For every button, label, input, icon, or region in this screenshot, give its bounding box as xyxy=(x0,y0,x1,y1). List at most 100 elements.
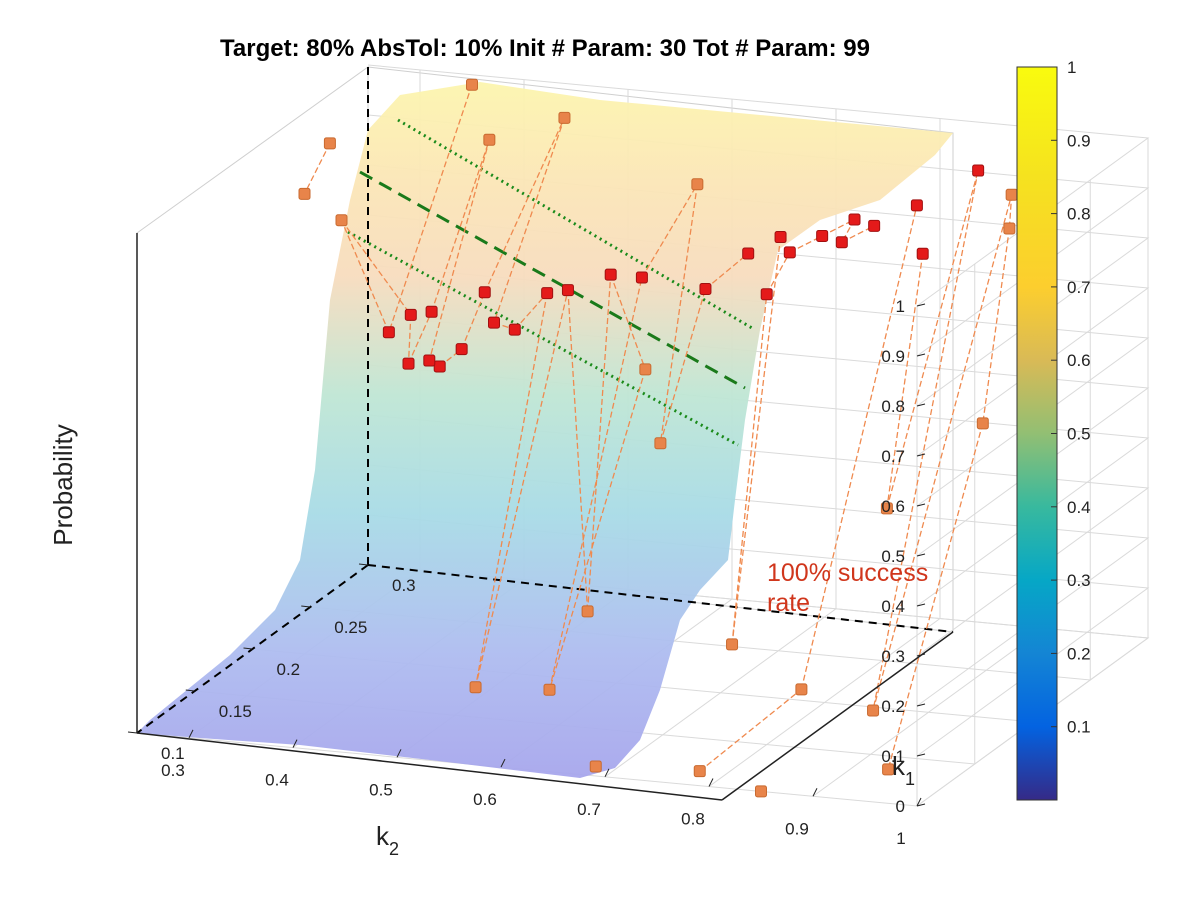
z-tick-label: 0.4 xyxy=(881,597,905,616)
k2-tick-label: 0.8 xyxy=(681,810,705,829)
trajectory-segment xyxy=(340,220,390,333)
red-marker xyxy=(760,288,773,301)
k2-tick-mark xyxy=(708,778,714,787)
colorbar-tick-label: 0.3 xyxy=(1067,571,1091,590)
orange-marker xyxy=(323,137,336,150)
trajectory-segment xyxy=(474,293,548,688)
orange-marker xyxy=(691,178,704,191)
colorbar-tick-label: 0.1 xyxy=(1067,718,1091,737)
k2-axis-line xyxy=(136,732,723,801)
k2-tick-label: 0.5 xyxy=(369,780,393,799)
z-tick-mark xyxy=(916,653,926,657)
k2-tick-mark xyxy=(188,729,194,739)
front-axes xyxy=(136,233,954,801)
tolerance-line-upper xyxy=(397,118,753,330)
k1-tick-mark xyxy=(243,647,253,650)
k2-axis-label-sub: 2 xyxy=(389,839,399,859)
red-marker xyxy=(635,271,648,284)
orange-marker xyxy=(693,765,706,778)
k1-axis-label-main: k xyxy=(892,751,906,781)
trajectory-segment xyxy=(430,139,490,313)
trajectory-segment xyxy=(514,292,548,331)
z-tick-label: 0 xyxy=(896,797,905,816)
trajectory-segment xyxy=(731,236,782,645)
success-annotation-line-1: 100% success xyxy=(767,559,928,587)
red-marker xyxy=(699,282,712,295)
trajectory-segment xyxy=(407,314,412,364)
red-marker xyxy=(425,305,438,318)
red-marker xyxy=(774,231,787,244)
colorbar-tick-label: 0.8 xyxy=(1067,205,1091,224)
red-marker xyxy=(508,323,521,336)
success-annotation: 100% success rate xyxy=(767,559,935,617)
k2-tick-label: 0.3 xyxy=(161,761,185,780)
orange-marker xyxy=(795,683,808,696)
k1-tick-mark xyxy=(185,689,195,692)
red-marker xyxy=(916,247,929,260)
z-tick-mark xyxy=(916,803,926,807)
k2-tick-mark xyxy=(396,749,402,758)
k1-tick-label: 0.15 xyxy=(219,702,252,721)
red-marker xyxy=(783,246,796,259)
k1-axis-label: k1 xyxy=(892,751,915,789)
frame-back xyxy=(367,564,954,633)
z-tick-mark xyxy=(916,553,926,557)
z-tick-mark xyxy=(916,353,926,357)
colorbar-ticks: 0.1 0.2 0.3 0.4 0.5 0.6 0.7 0.8 0.9 1 xyxy=(1051,58,1091,737)
z-tick-mark xyxy=(916,703,926,707)
orange-marker xyxy=(639,363,652,376)
red-marker xyxy=(382,326,395,339)
orange-marker xyxy=(1005,188,1018,201)
red-marker xyxy=(423,354,436,367)
red-marker xyxy=(848,213,861,226)
orange-marker xyxy=(1003,222,1016,235)
k2-tick-mark xyxy=(292,739,298,748)
k2-tick-label: 0.7 xyxy=(577,800,601,819)
z-axis-label: Probability xyxy=(48,424,78,545)
trajectory-segment xyxy=(800,205,918,690)
orange-marker xyxy=(654,437,667,450)
red-marker xyxy=(835,236,848,249)
trajectory-segment xyxy=(872,194,1013,711)
trajectory-segment xyxy=(886,170,979,509)
z-tick-label: 0.5 xyxy=(881,547,905,566)
k2-tick-label: 0.6 xyxy=(473,790,497,809)
red-marker xyxy=(455,343,468,356)
k1-tick-label: 0.25 xyxy=(334,618,367,637)
success-annotation-line-2: rate xyxy=(767,589,810,617)
orange-marker xyxy=(976,417,989,430)
trajectory-segment xyxy=(388,84,473,333)
z-tick-label: 0.2 xyxy=(881,697,905,716)
trajectory-segment xyxy=(705,253,749,290)
z-tick-label: 0.3 xyxy=(881,647,905,666)
colorbar-tick-label: 0.7 xyxy=(1067,278,1091,297)
trajectory-segment xyxy=(886,253,924,509)
k1-tick-mark xyxy=(358,563,369,566)
z-tick-mark xyxy=(916,603,926,607)
k2-axis-label: k2 xyxy=(376,821,399,859)
red-marker xyxy=(404,308,417,321)
trajectory-segment xyxy=(586,274,612,612)
k1-tick-label: 0.1 xyxy=(161,744,185,763)
k1-tick-mark xyxy=(127,731,138,734)
chart-title: Target: 80% AbsTol: 10% Init # Param: 30… xyxy=(220,35,870,62)
trajectory-segment xyxy=(641,183,698,278)
red-marker xyxy=(742,247,755,260)
trajectory-segment xyxy=(493,117,566,323)
red-marker xyxy=(816,229,829,242)
colorbar xyxy=(1016,66,1058,801)
trajectory-segment xyxy=(474,289,569,688)
z-tick-mark xyxy=(916,753,926,757)
data-markers xyxy=(298,78,1018,798)
k2-tick-mark xyxy=(916,797,922,807)
z-tick-mark xyxy=(916,453,926,457)
trajectory-segment xyxy=(610,274,646,370)
red-marker xyxy=(402,357,415,370)
orange-marker xyxy=(882,763,895,776)
colorbar-tick-label: 1 xyxy=(1067,58,1076,77)
trajectory-segment xyxy=(731,294,768,645)
target-line xyxy=(359,170,746,390)
k1-tick-label: 0.3 xyxy=(392,576,416,595)
k2-tick-mark xyxy=(812,788,818,797)
